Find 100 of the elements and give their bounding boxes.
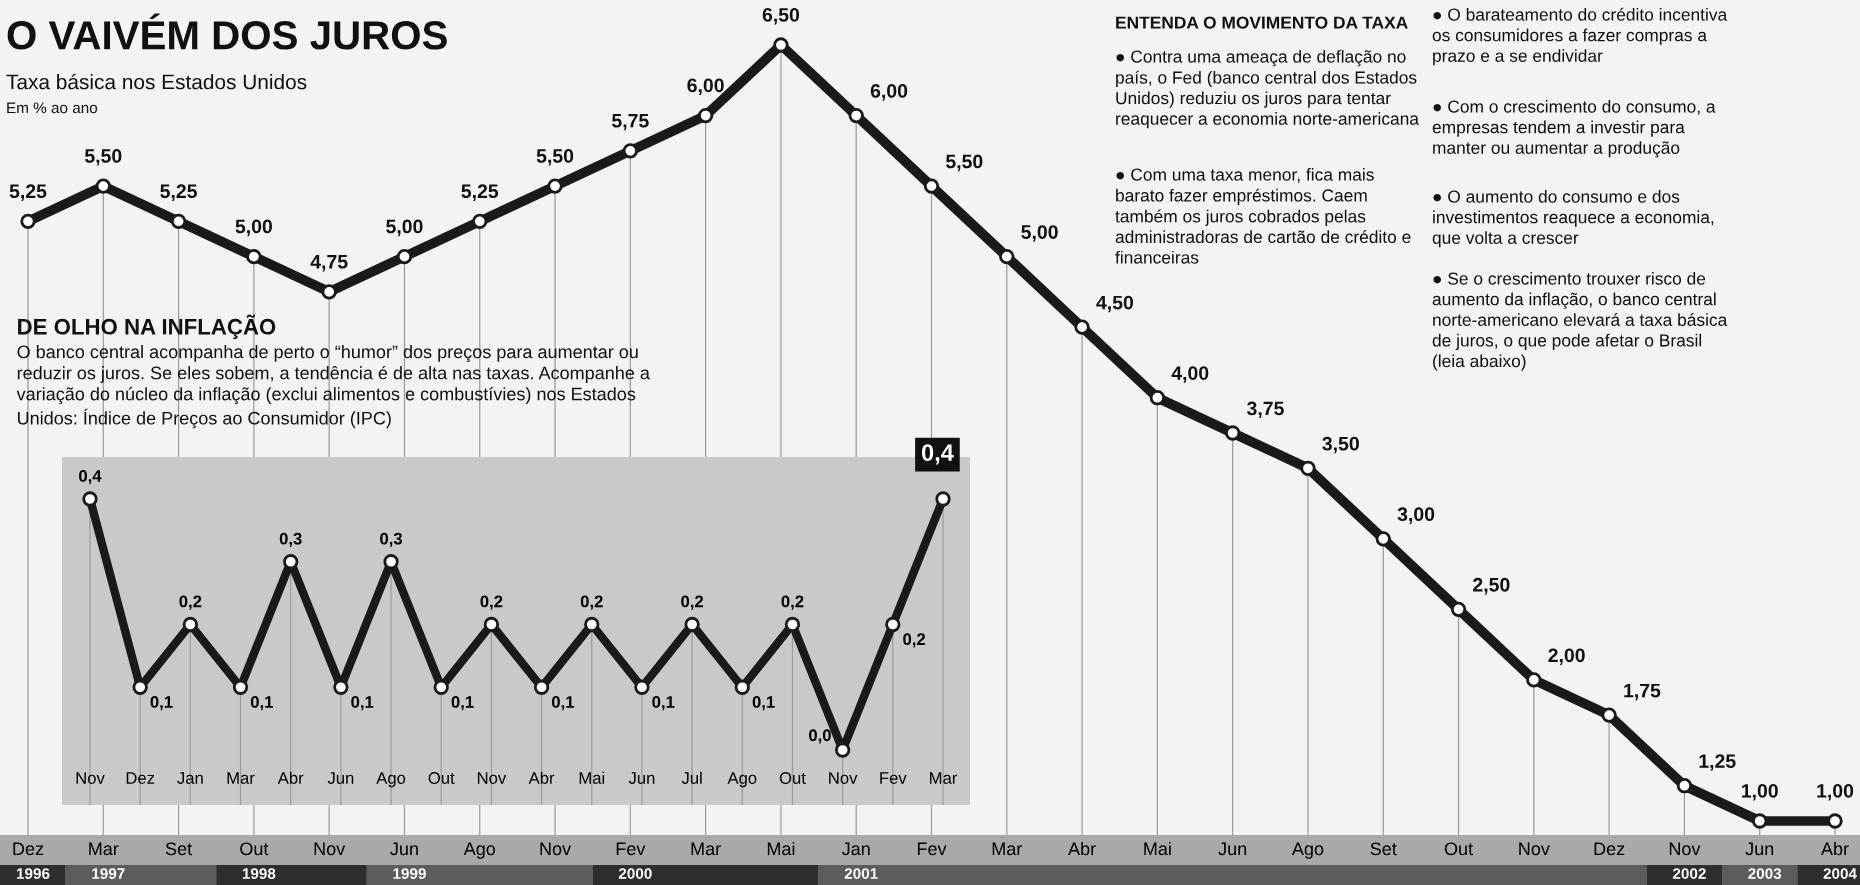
point	[321, 284, 337, 300]
text: 2001	[844, 868, 878, 879]
data-label: 4,50	[1096, 295, 1134, 313]
chart-title: DE OLHO NA INFLAÇÃO	[18, 314, 276, 339]
data-label: 4,00	[1171, 366, 1209, 383]
data-label: 0,2	[903, 633, 926, 648]
point	[1225, 425, 1241, 441]
point	[1601, 707, 1617, 723]
data-label: 6,00	[870, 84, 908, 101]
x-tick-label: Mar	[89, 842, 119, 856]
text: 1998	[242, 868, 276, 879]
data-label: 0,4	[79, 470, 102, 485]
x-tick-label: Fev	[616, 842, 646, 856]
data-label: 0,3	[380, 532, 403, 547]
x-tick-label: Abr	[1068, 841, 1096, 856]
point	[885, 616, 901, 633]
data-label: 1,00	[1742, 783, 1778, 801]
point	[1074, 319, 1090, 335]
x-tick-label: Mai	[767, 841, 795, 856]
x-tick-label: Fev	[880, 772, 907, 784]
chart-subtitle: O banco central acompanha de perto o “humor” dos preços para aumentar ou reduzir os juros. Se eles sobem, a tendência é de alta nas taxas. Acompanhe a variação do núcleo da inflação (exclui alimentos e combustívies) nos Estados Unidos: Índice de Preços ao Consumidor (IPC)	[16, 345, 650, 429]
chart-title: O VAIVÉM DOS JUROS	[7, 13, 447, 50]
x-tick-label: Nov	[1669, 842, 1701, 856]
x-tick-label: Nov	[314, 842, 346, 856]
data-label: 5,25	[160, 184, 197, 201]
x-tick-label: Abr	[277, 771, 304, 784]
data-label: 3,50	[1322, 436, 1359, 454]
data-label: 0,3	[279, 532, 302, 547]
annotation: ● Com o crescimento do consumo, a empresas tendem a investir para manter ou aumentar a produção	[1432, 100, 1716, 158]
data-label: 0,0	[809, 729, 831, 744]
x-tick-label: Jul	[681, 771, 702, 784]
data-label: 0,1	[551, 696, 575, 711]
x-tick-label: Jun	[1218, 842, 1247, 856]
data-label: 1,75	[1624, 683, 1661, 701]
point	[82, 491, 98, 507]
x-tick-label: Ago	[1291, 842, 1324, 859]
x-tick-label: Jun	[1745, 842, 1774, 856]
data-label: 5,00	[235, 219, 272, 237]
x-tick-label: Dez	[13, 842, 44, 856]
point	[95, 178, 111, 194]
x-tick-label: Set	[1370, 842, 1397, 856]
point	[20, 213, 36, 229]
text: 2003	[1748, 868, 1782, 879]
y-axis-title: Em % ao ano	[7, 102, 98, 114]
point	[1676, 778, 1693, 794]
x-tick-label: Out	[779, 772, 806, 784]
point	[246, 249, 262, 265]
point	[935, 491, 951, 507]
data-label: 0,2	[781, 595, 804, 610]
annotation: ● Se o crescimento trouxer risco de aumento da inflação, o banco central norte-americano elevará a taxa básica de juros, o que pode afetar o Brasil (leia abaixo)	[1432, 272, 1728, 371]
text: 2000	[618, 868, 652, 879]
point	[1149, 390, 1166, 406]
point	[533, 679, 550, 695]
x-tick-label: Nov	[829, 772, 858, 784]
point	[848, 107, 864, 124]
text: 1997	[92, 868, 125, 879]
data-label: 5,50	[84, 149, 122, 166]
data-label: 0,2	[179, 595, 202, 610]
data-label: 1,25	[1699, 754, 1736, 771]
point	[1526, 672, 1542, 688]
x-tick-label: Mai	[579, 771, 605, 784]
point	[132, 679, 148, 695]
annotation: ● O aumento do consumo e dos investimentos reaquece a economia, que volta a crescer	[1432, 190, 1714, 248]
x-tick-label: Mar	[227, 772, 255, 784]
point	[999, 249, 1015, 265]
text: 2004	[1823, 868, 1857, 879]
text: Taxa básica nos Estados Unidos	[6, 73, 307, 90]
data-label: 0,4	[921, 444, 954, 465]
x-tick-label: Mai	[1144, 841, 1171, 856]
point	[734, 679, 750, 695]
annotation: ● O barateamento do crédito incentiva os consumidores a fazer compras a prazo e a se endividar	[1432, 7, 1728, 66]
x-tick-label: Out	[240, 842, 269, 856]
x-tick-label: Ago	[463, 842, 496, 859]
data-label: 0,1	[652, 696, 675, 711]
point	[472, 213, 488, 229]
x-tick-label: Jun	[628, 772, 655, 784]
point	[547, 178, 563, 194]
data-label: 5,00	[386, 219, 423, 237]
data-label: 0,1	[250, 696, 273, 711]
text: 1999	[393, 868, 426, 879]
data-label: 5,25	[9, 184, 47, 201]
point	[923, 178, 940, 194]
point	[1375, 531, 1391, 547]
x-tick-label: Jun	[390, 842, 418, 856]
point	[1450, 601, 1467, 617]
data-label: 0,1	[451, 696, 474, 711]
point	[396, 249, 413, 265]
data-label: 3,75	[1247, 401, 1284, 419]
data-label: 5,75	[612, 113, 649, 131]
data-label: 6,00	[687, 78, 724, 96]
point	[182, 616, 198, 633]
point	[584, 616, 600, 633]
point	[483, 616, 500, 633]
x-tick-label: Ago	[376, 772, 406, 788]
x-tick-label: Nov	[477, 772, 507, 784]
data-label: 3,00	[1397, 507, 1435, 524]
x-tick-label: Dez	[126, 772, 155, 784]
x-tick-label: Ago	[727, 772, 757, 788]
x-tick-label: Mar	[691, 842, 721, 856]
point	[634, 679, 650, 695]
